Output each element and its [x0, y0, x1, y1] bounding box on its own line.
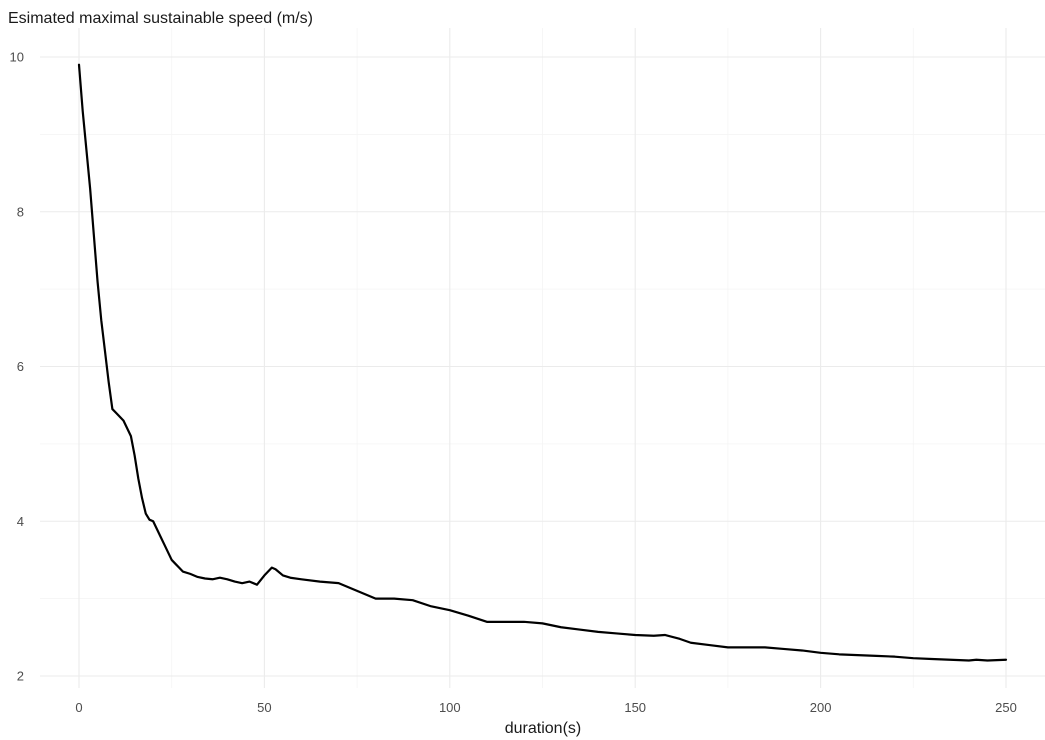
- series-line: [77, 63, 1008, 662]
- series-layer: [77, 63, 1008, 662]
- x-tick-label: 150: [624, 700, 646, 715]
- y-tick-label: 10: [10, 50, 24, 65]
- y-tick-label: 2: [17, 669, 24, 684]
- y-tick-label: 8: [17, 204, 24, 219]
- minor-gridlines: [40, 28, 1045, 688]
- x-tick-label: 100: [439, 700, 461, 715]
- x-axis-tick-labels: 0 50 100 150 200 250: [75, 700, 1016, 715]
- chart-title: Esimated maximal sustainable speed (m/s): [8, 10, 313, 27]
- y-axis-tick-labels: 2 4 6 8 10: [10, 50, 24, 684]
- major-gridlines: [40, 28, 1045, 688]
- y-tick-label: 6: [17, 359, 24, 374]
- x-axis-label: duration(s): [505, 720, 581, 737]
- x-tick-label: 0: [75, 700, 82, 715]
- x-tick-label: 250: [995, 700, 1017, 715]
- x-tick-label: 200: [810, 700, 832, 715]
- y-tick-label: 4: [17, 514, 24, 529]
- x-tick-label: 50: [257, 700, 271, 715]
